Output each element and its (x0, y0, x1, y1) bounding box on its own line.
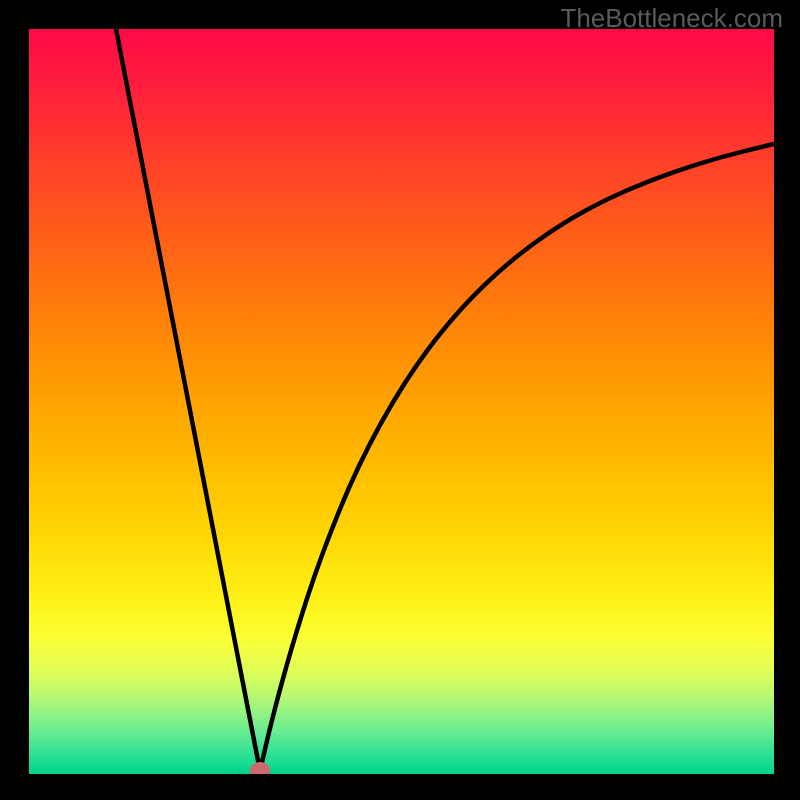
gradient-background (29, 29, 774, 774)
plot-svg (29, 29, 774, 774)
plot-area (29, 29, 774, 774)
watermark-text: TheBottleneck.com (560, 3, 783, 34)
